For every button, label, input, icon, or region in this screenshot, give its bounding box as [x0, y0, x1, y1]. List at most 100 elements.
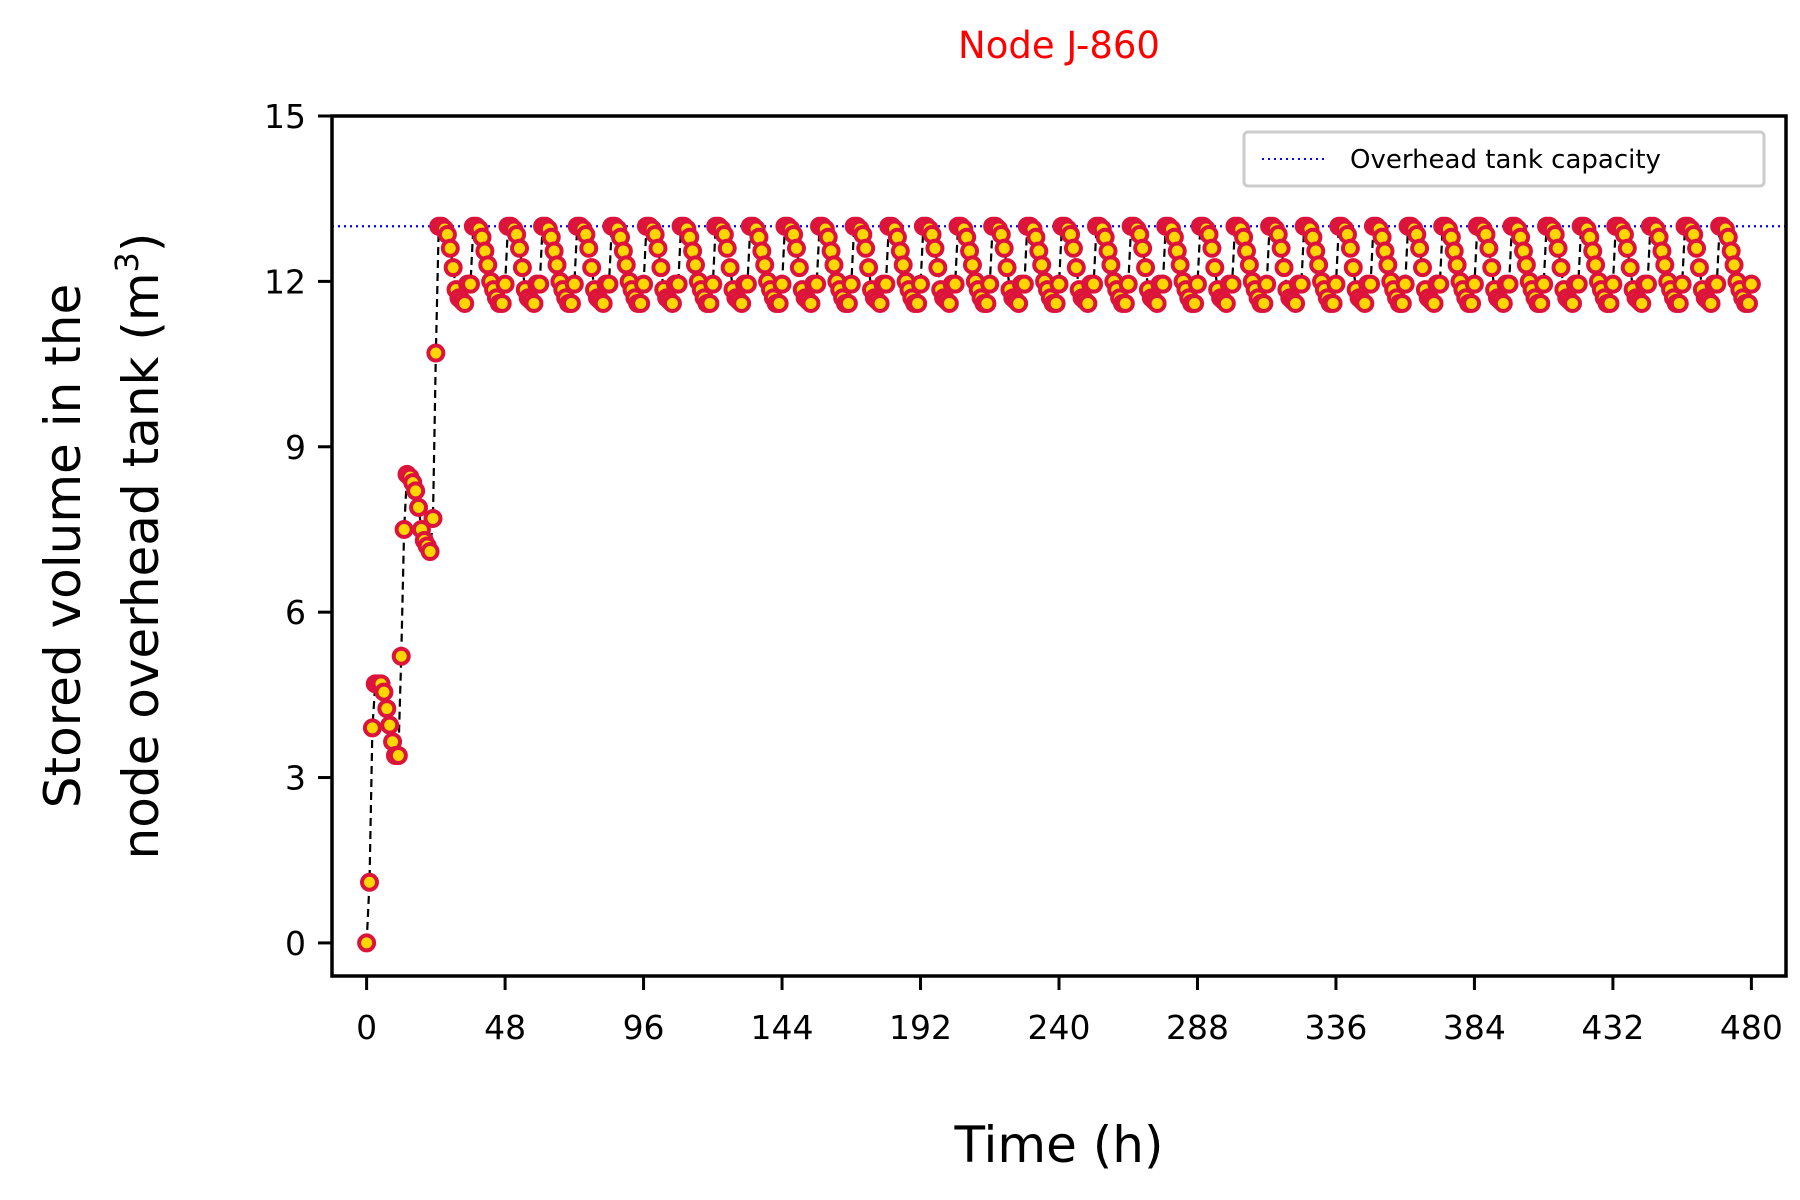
data-point [908, 293, 928, 313]
data-point [1672, 274, 1692, 294]
data-point [357, 933, 377, 953]
data-point [769, 293, 789, 313]
data-point [495, 274, 515, 294]
data-point [391, 646, 411, 666]
data-point [1741, 274, 1761, 294]
data-point [631, 293, 651, 313]
data-point [406, 481, 426, 501]
data-point [460, 274, 480, 294]
data-point [651, 258, 671, 278]
data-point [1084, 274, 1104, 294]
data-point [561, 293, 581, 313]
data-point [1239, 255, 1259, 275]
data-point [1568, 274, 1588, 294]
data-point [859, 258, 879, 278]
legend-label-capacity: Overhead tank capacity [1350, 145, 1661, 175]
data-point [380, 715, 400, 735]
data-point [1638, 274, 1658, 294]
data-point [1551, 258, 1571, 278]
data-point [856, 238, 876, 258]
data-point [1078, 293, 1098, 313]
data-point [1669, 293, 1689, 313]
data-point [492, 293, 512, 313]
data-point [1361, 274, 1381, 294]
data-point [1479, 238, 1499, 258]
data-point [1424, 293, 1444, 313]
data-point [824, 255, 844, 275]
data-point [911, 274, 931, 294]
data-point [579, 238, 599, 258]
data-point [786, 238, 806, 258]
data-point [997, 258, 1017, 278]
data-point [1410, 238, 1430, 258]
data-point [789, 258, 809, 278]
data-point [1101, 255, 1121, 275]
data-point [1464, 274, 1484, 294]
x-tick-label: 240 [1028, 1008, 1091, 1047]
x-tick-label: 96 [623, 1008, 665, 1047]
data-point [1326, 274, 1346, 294]
y-tick-label: 0 [285, 924, 306, 963]
data-point [755, 255, 775, 275]
data-point [1274, 258, 1294, 278]
data-point [1216, 293, 1236, 313]
x-tick-label: 384 [1443, 1008, 1506, 1047]
data-point [564, 274, 584, 294]
data-point [1147, 293, 1167, 313]
data-point [1482, 258, 1502, 278]
data-point [1009, 293, 1029, 313]
x-tick-label: 192 [889, 1008, 952, 1047]
data-point [1343, 258, 1363, 278]
legend: Overhead tank capacity [1242, 130, 1766, 188]
data-point [1447, 255, 1467, 275]
data-point [870, 293, 890, 313]
data-point [1378, 255, 1398, 275]
data-point [1014, 274, 1034, 294]
y-axis-title: Stored volume in the node overhead tank … [34, 233, 170, 860]
data-point [1707, 274, 1727, 294]
data-point [426, 343, 446, 363]
data-point [939, 293, 959, 313]
data-point [1340, 238, 1360, 258]
y-axis-title-superscript: 3 [108, 252, 146, 272]
data-point [1395, 274, 1415, 294]
data-point [648, 238, 668, 258]
data-point [1049, 274, 1069, 294]
data-point [1655, 255, 1675, 275]
data-point [1534, 274, 1554, 294]
data-point [1153, 274, 1173, 294]
data-point [686, 255, 705, 275]
data-point [980, 274, 1000, 294]
x-axis-title: Time (h) [954, 1116, 1164, 1174]
data-point [510, 238, 530, 258]
data-point [717, 238, 737, 258]
data-point [1170, 255, 1190, 275]
data-point [1222, 274, 1242, 294]
data-point [1187, 274, 1207, 294]
x-tick-label: 48 [484, 1008, 526, 1047]
x-tick-label: 144 [751, 1008, 814, 1047]
data-point [1066, 258, 1086, 278]
data-point [1548, 238, 1568, 258]
data-point [801, 293, 821, 313]
data-point [1271, 238, 1291, 258]
x-tick-label: 480 [1720, 1008, 1783, 1047]
data-point [1516, 255, 1536, 275]
data-point [1118, 274, 1138, 294]
data-point [1136, 258, 1156, 278]
data-point [662, 293, 682, 313]
data-point [1063, 238, 1083, 258]
y-tick-label: 9 [285, 428, 306, 467]
y-tick-label: 6 [285, 593, 306, 632]
data-point [1620, 258, 1640, 278]
data-point [420, 542, 440, 562]
data-point [1499, 274, 1519, 294]
data-point [1701, 293, 1721, 313]
data-point [524, 293, 544, 313]
y-axis-title-main: node overhead tank (m [112, 272, 170, 859]
data-point [455, 293, 475, 313]
y-axis-title-end: ) [112, 233, 170, 253]
data-point [1462, 293, 1482, 313]
data-point [582, 258, 602, 278]
